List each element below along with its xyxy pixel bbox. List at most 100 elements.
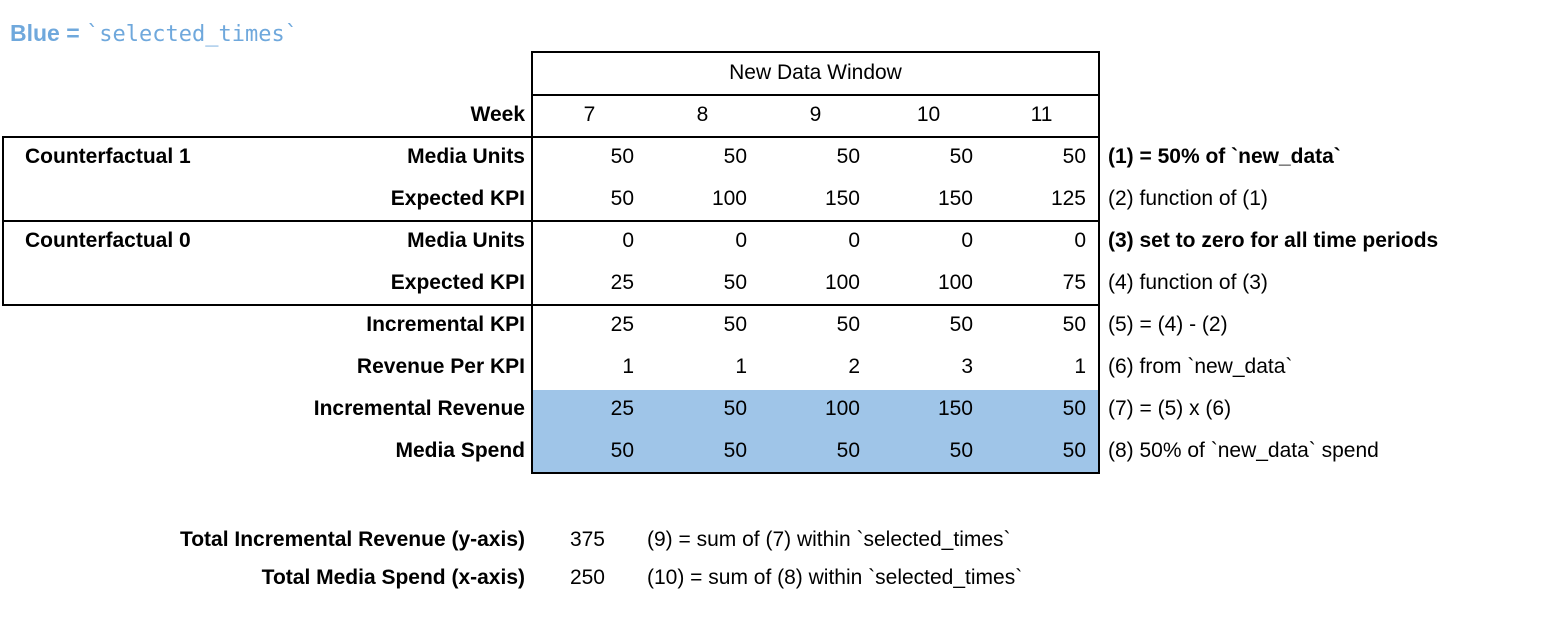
row-values: 1 1 2 3 1: [533, 346, 1098, 388]
note-6: (6) from `new_data`: [1108, 355, 1293, 378]
table-row-cf1-expected-kpi: Expected KPI 50 100 150 150 125 (2) func…: [0, 178, 1544, 220]
value-cell: 1: [1074, 355, 1086, 378]
table-row-incremental-kpi: Incremental KPI 25 50 50 50 50 (5) = (4)…: [0, 304, 1544, 346]
value-cell: 50: [1062, 397, 1086, 420]
row-label: Media Units: [407, 145, 525, 168]
value-cell: 100: [937, 271, 973, 294]
week-number: 8: [696, 103, 709, 126]
value-cell: 50: [610, 187, 634, 210]
row-label: Expected KPI: [390, 271, 525, 294]
row-label: Incremental Revenue: [313, 397, 525, 420]
table-row-cf0-media-units: Counterfactual 0 Media Units 0 0 0 0 0 (…: [0, 220, 1544, 262]
value-cell: 0: [848, 229, 860, 252]
table-border-left-of-data: [531, 51, 533, 474]
table-row-media-spend: Media Spend 50 50 50 50 50 (8) 50% of `n…: [0, 430, 1544, 472]
group-label-counterfactual-1: Counterfactual 1: [25, 145, 191, 168]
legend-note: Blue = `selected_times`: [10, 19, 298, 49]
table-row-incremental-revenue: Incremental Revenue 25 50 100 150 50 (7)…: [0, 388, 1544, 430]
row-values: 50 50 50 50 50: [533, 430, 1098, 472]
table-border-group-divider: [2, 220, 1100, 222]
value-cell: 50: [836, 313, 860, 336]
week-number: 9: [809, 103, 822, 126]
legend-blue-label: Blue =: [10, 20, 87, 46]
value-cell: 50: [949, 145, 973, 168]
value-cell: 50: [836, 439, 860, 462]
row-values: 50 50 50 50 50: [533, 136, 1098, 178]
value-cell: 1: [622, 355, 634, 378]
note-8: (8) 50% of `new_data` spend: [1108, 439, 1379, 462]
note-3: (3) set to zero for all time periods: [1108, 229, 1439, 252]
table-border-bottom: [531, 472, 1100, 474]
value-cell: 2: [848, 355, 860, 378]
value-cell: 150: [937, 187, 973, 210]
week-number: 11: [1030, 103, 1053, 126]
row-values: 25 50 100 100 75: [533, 262, 1098, 304]
week-label: Week: [470, 103, 525, 126]
value-cell: 25: [610, 271, 634, 294]
value-cell: 0: [961, 229, 973, 252]
table-border-top: [531, 51, 1100, 53]
row-values: 50 100 150 150 125: [533, 178, 1098, 220]
table-border-left-groups: [2, 136, 4, 306]
total-incremental-revenue-row: Total Incremental Revenue (y-axis) 375 (…: [0, 519, 1544, 561]
row-label: Incremental KPI: [366, 313, 525, 336]
note-5: (5) = (4) - (2): [1108, 313, 1228, 336]
total-media-spend-label: Total Media Spend (x-axis): [261, 566, 525, 589]
value-cell: 50: [610, 439, 634, 462]
table-row-revenue-per-kpi: Revenue Per KPI 1 1 2 3 1 (6) from `new_…: [0, 346, 1544, 388]
note-7: (7) = (5) x (6): [1108, 397, 1232, 420]
table-border-under-header: [531, 94, 1100, 96]
table-border-right: [1098, 51, 1100, 474]
value-cell: 50: [836, 145, 860, 168]
note-9: (9) = sum of (7) within `selected_times`: [647, 528, 1011, 551]
week-cells: 7 8 9 10 11: [533, 94, 1098, 136]
row-label: Media Units: [407, 229, 525, 252]
week-row: Week 7 8 9 10 11: [0, 94, 1544, 136]
value-cell: 150: [937, 397, 973, 420]
row-values: 25 50 50 50 50: [533, 304, 1098, 346]
value-cell: 1: [735, 355, 747, 378]
total-incremental-revenue-value: 375: [569, 528, 605, 551]
table-border-group-bottom: [2, 304, 1100, 306]
value-cell: 0: [1074, 229, 1086, 252]
week-number: 7: [583, 103, 596, 126]
group-label-counterfactual-0: Counterfactual 0: [25, 229, 191, 252]
value-cell: 50: [949, 439, 973, 462]
value-cell: 75: [1062, 271, 1086, 294]
value-cell: 50: [723, 439, 747, 462]
value-cell: 50: [949, 313, 973, 336]
row-label: Media Spend: [395, 439, 525, 462]
week-number: 10: [916, 103, 941, 126]
row-values: 25 50 100 150 50: [533, 388, 1098, 430]
row-label: Revenue Per KPI: [356, 355, 525, 378]
selected-times-code: `selected_times`: [86, 22, 298, 47]
note-2: (2) function of (1): [1108, 187, 1268, 210]
note-4: (4) function of (3): [1108, 271, 1268, 294]
value-cell: 50: [1062, 439, 1086, 462]
value-cell: 50: [723, 313, 747, 336]
value-cell: 100: [711, 187, 747, 210]
table-row-cf1-media-units: Counterfactual 1 Media Units 50 50 50 50…: [0, 136, 1544, 178]
value-cell: 25: [610, 397, 634, 420]
table-border-under-week: [2, 136, 1100, 138]
value-cell: 50: [1062, 313, 1086, 336]
value-cell: 50: [723, 271, 747, 294]
row-values: 0 0 0 0 0: [533, 220, 1098, 262]
total-media-spend-value: 250: [569, 566, 605, 589]
value-cell: 125: [1050, 187, 1086, 210]
total-media-spend-row: Total Media Spend (x-axis) 250 (10) = su…: [0, 557, 1544, 599]
value-cell: 0: [735, 229, 747, 252]
value-cell: 50: [723, 145, 747, 168]
total-incremental-revenue-label: Total Incremental Revenue (y-axis): [179, 528, 525, 551]
value-cell: 50: [723, 397, 747, 420]
value-cell: 150: [824, 187, 860, 210]
value-cell: 50: [610, 145, 634, 168]
note-10: (10) = sum of (8) within `selected_times…: [647, 566, 1023, 589]
new-data-window-header: New Data Window: [729, 61, 902, 84]
value-cell: 25: [610, 313, 634, 336]
value-cell: 100: [824, 397, 860, 420]
value-cell: 100: [824, 271, 860, 294]
selected-times-highlight: [533, 390, 1098, 472]
value-cell: 0: [622, 229, 634, 252]
value-cell: 50: [1062, 145, 1086, 168]
